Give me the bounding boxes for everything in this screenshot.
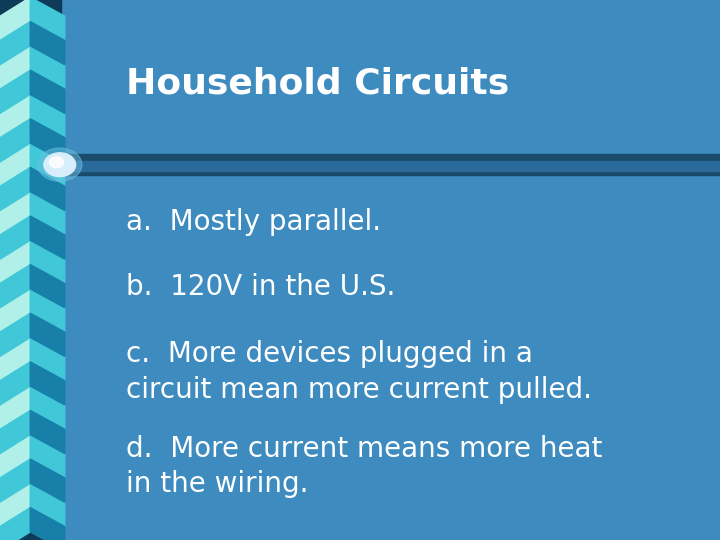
Polygon shape	[30, 265, 65, 308]
Polygon shape	[0, 216, 30, 259]
Polygon shape	[0, 459, 30, 502]
Polygon shape	[0, 143, 30, 186]
Polygon shape	[0, 192, 30, 235]
Polygon shape	[0, 167, 30, 211]
Polygon shape	[30, 216, 65, 259]
Polygon shape	[0, 313, 30, 356]
Polygon shape	[0, 46, 30, 89]
Polygon shape	[30, 192, 65, 235]
Polygon shape	[30, 119, 65, 162]
Polygon shape	[0, 94, 30, 138]
Bar	[0, 0, 61, 540]
Bar	[61, 160, 720, 171]
Polygon shape	[30, 386, 65, 429]
Polygon shape	[30, 70, 65, 113]
Polygon shape	[30, 46, 65, 89]
Text: Household Circuits: Household Circuits	[126, 67, 509, 100]
Polygon shape	[30, 22, 65, 65]
Polygon shape	[0, 435, 30, 478]
Polygon shape	[0, 265, 30, 308]
Polygon shape	[0, 0, 30, 40]
Polygon shape	[30, 0, 65, 40]
Bar	[61, 154, 720, 175]
Polygon shape	[0, 410, 30, 454]
Polygon shape	[0, 386, 30, 429]
Polygon shape	[30, 483, 65, 526]
Polygon shape	[0, 483, 30, 526]
Polygon shape	[0, 362, 30, 405]
Text: d.  More current means more heat
in the wiring.: d. More current means more heat in the w…	[126, 435, 603, 498]
Polygon shape	[0, 22, 30, 65]
Polygon shape	[0, 240, 30, 284]
Polygon shape	[30, 167, 65, 211]
Polygon shape	[0, 289, 30, 332]
Polygon shape	[30, 435, 65, 478]
Text: c.  More devices plugged in a
circuit mean more current pulled.: c. More devices plugged in a circuit mea…	[126, 340, 592, 404]
Polygon shape	[30, 338, 65, 381]
Polygon shape	[30, 289, 65, 332]
Text: b.  120V in the U.S.: b. 120V in the U.S.	[126, 273, 395, 301]
Polygon shape	[30, 459, 65, 502]
Polygon shape	[30, 508, 65, 540]
Circle shape	[44, 153, 76, 177]
Polygon shape	[30, 94, 65, 138]
Polygon shape	[30, 143, 65, 186]
Polygon shape	[0, 508, 30, 540]
Polygon shape	[30, 410, 65, 454]
Circle shape	[50, 157, 63, 168]
Polygon shape	[0, 70, 30, 113]
Polygon shape	[30, 362, 65, 405]
Polygon shape	[0, 338, 30, 381]
Polygon shape	[30, 240, 65, 284]
Circle shape	[37, 148, 82, 181]
Text: a.  Mostly parallel.: a. Mostly parallel.	[126, 208, 381, 236]
Polygon shape	[0, 119, 30, 162]
Polygon shape	[30, 313, 65, 356]
